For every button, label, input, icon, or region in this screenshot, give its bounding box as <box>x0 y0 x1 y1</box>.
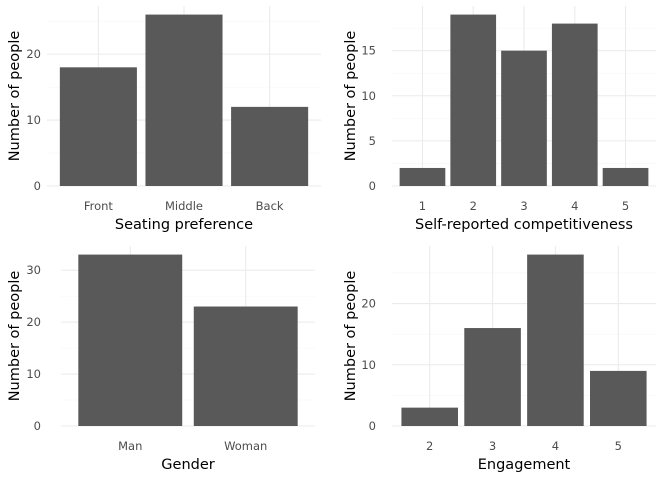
bar-2 <box>450 14 497 187</box>
y-tick-label: 10 <box>26 113 41 127</box>
x-tick-label: Back <box>256 199 284 213</box>
y-tick-label: 10 <box>361 358 376 372</box>
bar-Man <box>78 254 183 426</box>
y-axis-title: Number of people <box>343 271 359 402</box>
chart-panel-2: 0 5 10 15 1 2 3 4 5 Self-reported competitiveness… <box>343 6 656 233</box>
x-tick-label: 4 <box>571 199 578 213</box>
chart-panel-4: 0 10 20 2 3 4 5 Engagement Number of people <box>343 246 656 473</box>
y-tick-label: 30 <box>26 263 41 277</box>
bar-2 <box>401 407 458 426</box>
y-tick-label: 15 <box>361 44 376 58</box>
chart-panel-3: 0 10 20 30 Man Woman Gender Number of people <box>7 246 315 473</box>
bar-1 <box>399 167 446 186</box>
bar-3 <box>464 328 521 426</box>
y-tick-label: 20 <box>361 297 376 311</box>
x-tick-label: 5 <box>615 439 622 453</box>
x-tick-label: 5 <box>622 199 629 213</box>
x-tick-label: 2 <box>426 439 433 453</box>
y-axis-title: Number of people <box>343 31 359 162</box>
bar-Front <box>59 67 137 186</box>
x-tick-label: 3 <box>520 199 527 213</box>
x-tick-label: Front <box>84 199 114 213</box>
x-tick-label: 3 <box>489 439 496 453</box>
y-tick-label: 10 <box>26 367 41 381</box>
x-axis-title: Engagement <box>478 457 571 473</box>
x-tick-label: 4 <box>552 439 559 453</box>
y-tick-label: 5 <box>369 134 376 148</box>
y-tick-label: 20 <box>26 315 41 329</box>
bar-5 <box>602 167 649 186</box>
x-tick-label: Woman <box>224 439 267 453</box>
bar-5 <box>590 370 647 426</box>
y-tick-label: 10 <box>361 89 376 103</box>
bar-Woman <box>193 306 298 426</box>
x-tick-label: Man <box>118 439 142 453</box>
bar-4 <box>551 23 598 187</box>
bar-Middle <box>145 14 223 187</box>
x-tick-label: 2 <box>470 199 477 213</box>
x-axis-title: Seating preference <box>115 217 253 233</box>
y-tick-label: 0 <box>369 179 376 193</box>
x-axis-title: Self-reported competitiveness <box>415 217 633 233</box>
y-tick-label: 0 <box>34 179 41 193</box>
y-tick-label: 0 <box>369 419 376 433</box>
x-tick-label: 1 <box>419 199 426 213</box>
x-axis-title: Gender <box>161 457 214 473</box>
x-tick-label: Middle <box>165 199 203 213</box>
bar-Back <box>231 106 309 186</box>
y-tick-label: 20 <box>26 47 41 61</box>
bar-4 <box>527 254 584 426</box>
y-axis-title: Number of people <box>7 31 23 162</box>
y-axis-title: Number of people <box>7 271 23 402</box>
y-tick-label: 0 <box>34 419 41 433</box>
bar-3 <box>501 50 547 187</box>
